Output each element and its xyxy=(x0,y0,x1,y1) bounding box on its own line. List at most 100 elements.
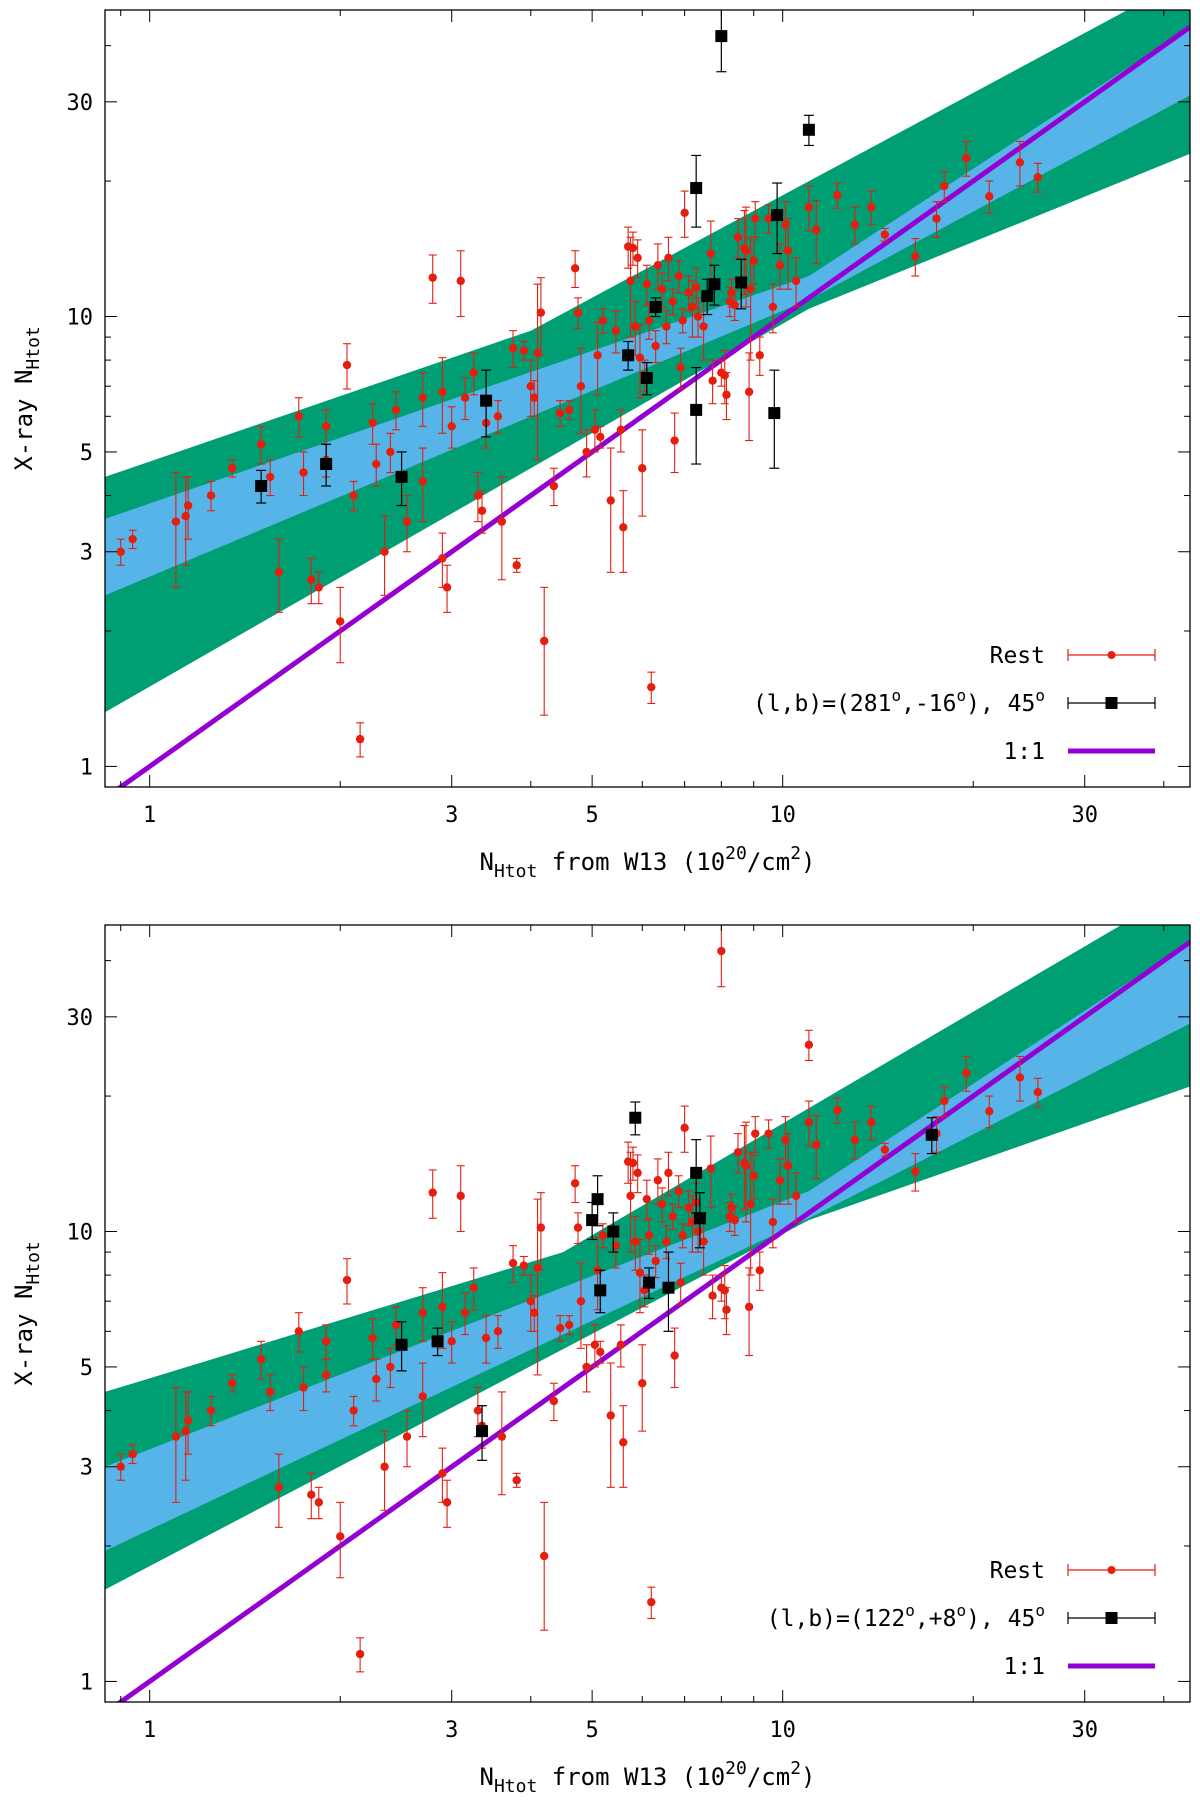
rest-point xyxy=(717,946,726,956)
rest-point xyxy=(699,322,708,331)
rest-point xyxy=(497,517,507,526)
rest-point xyxy=(722,390,731,399)
rest-point xyxy=(307,575,316,584)
rest-point xyxy=(349,1406,358,1415)
rest-point xyxy=(402,517,412,526)
rest-point xyxy=(657,284,667,294)
rest-point xyxy=(342,360,352,370)
x-axis-label: NHtot from W13 (1020/cm2) xyxy=(480,1758,816,1797)
rest-point xyxy=(596,1347,605,1357)
rest-point xyxy=(555,408,565,418)
rest-point xyxy=(804,1040,814,1049)
rest-point xyxy=(638,464,647,473)
x-tick-label: 30 xyxy=(1071,1718,1098,1743)
bottom-panel: 1 3 5 10 30 1 3 5 10 30 NHtot from W13 (1020/cm2) X… xyxy=(10,924,1191,1797)
rest-point xyxy=(477,506,487,515)
rest-point xyxy=(674,1186,683,1196)
rest-point xyxy=(708,376,717,385)
rest-point xyxy=(633,1168,642,1178)
rest-point xyxy=(962,153,971,163)
rest-point xyxy=(616,425,626,434)
rest-point xyxy=(314,1498,324,1507)
rest-point xyxy=(386,447,395,457)
x-tick-label: 5 xyxy=(586,1718,599,1743)
region-point xyxy=(607,1225,620,1238)
rest-point xyxy=(684,288,693,297)
rest-point xyxy=(438,554,447,563)
rest-point xyxy=(626,276,635,286)
rest-point xyxy=(804,1117,814,1127)
rest-point xyxy=(526,1296,535,1306)
axis-ticks xyxy=(105,10,1190,788)
rest-point xyxy=(596,432,605,442)
rest-point xyxy=(183,501,193,510)
rest-point xyxy=(530,393,539,402)
rest-point xyxy=(850,220,860,229)
rest-point xyxy=(508,344,518,353)
x-tick-label: 1 xyxy=(143,1718,156,1743)
rest-point xyxy=(418,477,427,486)
rest-point xyxy=(678,1231,687,1240)
rest-point xyxy=(321,1370,331,1380)
rest-point xyxy=(447,1337,456,1346)
region-point xyxy=(320,458,333,471)
rest-point xyxy=(368,1333,377,1343)
rest-point xyxy=(676,363,685,372)
rest-point xyxy=(741,1161,751,1170)
rest-point xyxy=(768,302,778,312)
legend-region-marker xyxy=(1105,697,1118,709)
rest-point xyxy=(880,1145,890,1154)
rest-point xyxy=(751,1129,760,1138)
rest-point xyxy=(582,1362,591,1372)
rest-point xyxy=(183,1416,193,1425)
y-tick-label: 5 xyxy=(80,1356,93,1381)
rest-point xyxy=(355,734,365,744)
rest-point xyxy=(730,1215,739,1225)
legend-line-label: 1:1 xyxy=(1003,1654,1045,1680)
rest-point xyxy=(744,387,754,397)
rest-point xyxy=(265,472,275,482)
rest-point xyxy=(540,1551,549,1561)
rest-point xyxy=(428,1188,437,1197)
region-point xyxy=(395,1338,408,1351)
region-point xyxy=(802,123,815,136)
region-point xyxy=(640,371,653,384)
rest-point xyxy=(730,300,739,310)
rest-point xyxy=(536,308,546,317)
rest-point xyxy=(680,1123,689,1133)
rest-point xyxy=(647,682,656,692)
region-series xyxy=(255,10,815,507)
y-tick-label: 3 xyxy=(80,541,93,566)
x-axis-label: NHtot from W13 (1020/cm2) xyxy=(480,843,816,882)
rest-point xyxy=(791,276,801,286)
rest-point xyxy=(570,264,580,273)
rest-point xyxy=(380,547,389,556)
x-tick-label: 3 xyxy=(445,803,458,828)
rest-point xyxy=(628,1158,638,1168)
rest-point xyxy=(755,1266,764,1275)
y-tick-label: 30 xyxy=(67,91,94,116)
plot-frame xyxy=(104,9,1191,788)
rest-point xyxy=(668,297,677,306)
rest-point xyxy=(549,481,559,491)
rest-point xyxy=(438,387,447,397)
region-point xyxy=(662,1281,675,1294)
rest-point xyxy=(619,1438,628,1447)
rest-point xyxy=(867,202,876,212)
x-tick-label: 1 xyxy=(143,803,156,828)
rest-point xyxy=(469,1283,478,1292)
rest-point xyxy=(442,583,452,592)
rest-point xyxy=(749,256,758,265)
rest-point xyxy=(493,1327,503,1336)
rest-point xyxy=(708,1291,717,1300)
rest-point xyxy=(733,233,743,242)
legend: Rest (l,b)=(281o,-16o), 45o 1:1 xyxy=(753,643,1156,765)
rest-point xyxy=(746,284,755,294)
rest-point xyxy=(606,1411,615,1420)
rest-point xyxy=(647,1597,656,1607)
rest-point xyxy=(638,1379,647,1388)
rest-point xyxy=(606,496,615,505)
rest-point xyxy=(438,1469,447,1478)
y-tick-label: 1 xyxy=(80,1670,93,1695)
